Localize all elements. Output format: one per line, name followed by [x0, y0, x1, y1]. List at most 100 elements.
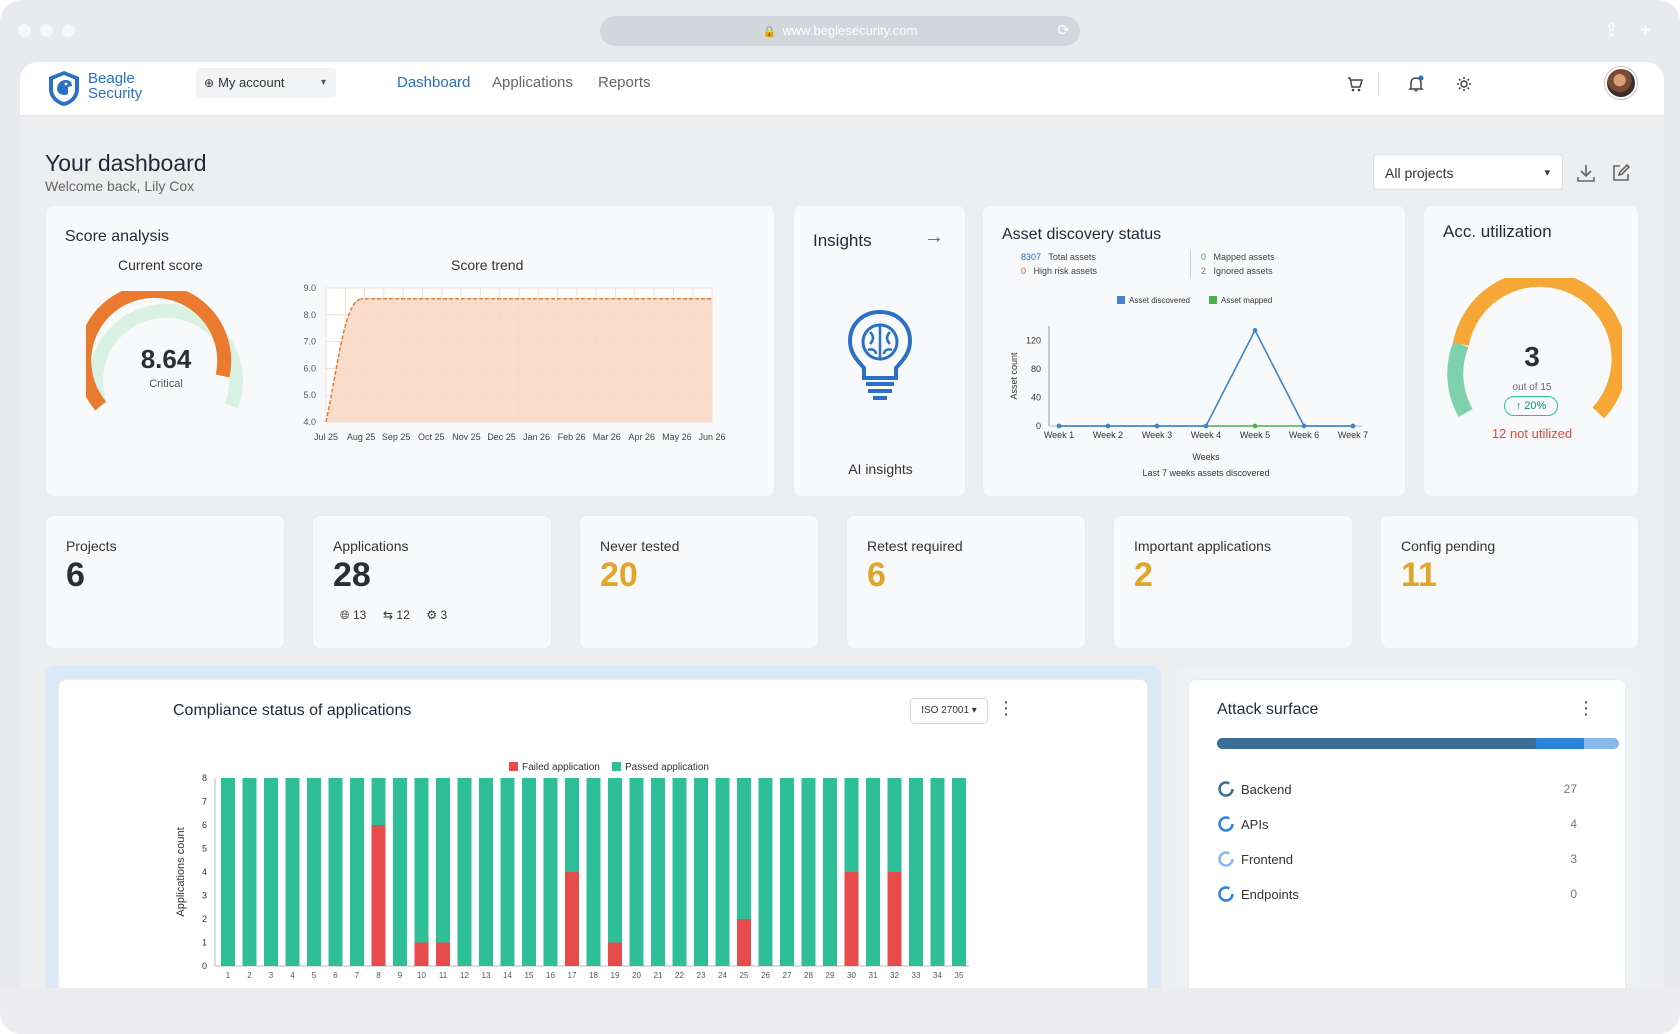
config-pending-stat-card[interactable]: Config pending 11 — [1380, 515, 1639, 649]
utilization-gauge — [1447, 278, 1622, 419]
applications-label: Applications — [333, 538, 409, 554]
bell-icon[interactable] — [1406, 74, 1426, 94]
retest-required-stat-card[interactable]: Retest required 6 — [846, 515, 1086, 649]
asset-point — [1350, 423, 1356, 429]
trend-y-tick: 4.0 — [303, 417, 316, 427]
globe-icon: 🌐︎ — [340, 608, 350, 622]
account-utilization-card: Acc. utilization 3 out of 15 ↑ 20% 12 no… — [1423, 205, 1639, 497]
edit-icon[interactable] — [1610, 162, 1632, 184]
asset-chart-title: Last 7 weeks assets discovered — [1142, 468, 1269, 478]
surface-item-name: Frontend — [1241, 852, 1294, 867]
settings-gear-icon[interactable] — [1454, 74, 1474, 94]
comp-x-tick: 10 — [417, 971, 426, 980]
surface-item-backend[interactable]: Backend 27 — [1217, 780, 1577, 800]
never-tested-stat-card[interactable]: Never tested 20 — [579, 515, 819, 649]
comp-bar-failed — [371, 825, 386, 966]
comp-bar-passed — [543, 778, 558, 966]
comp-bar-passed — [586, 778, 601, 966]
comp-y-tick: 3 — [202, 891, 207, 901]
cart-icon[interactable] — [1345, 74, 1365, 94]
asset-series-line-0 — [1059, 328, 1353, 427]
asset-point — [1056, 423, 1062, 429]
address-bar[interactable]: 🔒 www.beglesecurity.com ⟳ — [600, 16, 1080, 46]
comp-bar-passed — [651, 778, 665, 966]
comp-x-tick: 4 — [290, 971, 295, 980]
comp-x-tick: 19 — [611, 971, 620, 980]
ignored-value: 2 — [1201, 266, 1207, 276]
window-maximize-dot[interactable] — [62, 24, 75, 37]
trend-x-tick: Aug 25 — [347, 432, 376, 442]
asset-y-tick: 120 — [1026, 335, 1041, 345]
share-icon[interactable]: ⇪ — [1604, 20, 1620, 40]
attack-surface-more-icon[interactable]: ⋮ — [1577, 698, 1595, 718]
beagle-logo-icon[interactable] — [44, 68, 84, 108]
important-applications-stat-card[interactable]: Important applications 2 — [1113, 515, 1353, 649]
comp-bar-passed — [780, 778, 794, 966]
comp-bar-passed — [328, 778, 343, 966]
trend-y-tick: 8.0 — [303, 310, 316, 320]
comp-y-tick: 1 — [202, 938, 207, 948]
comp-x-tick: 18 — [589, 971, 598, 980]
comp-x-tick: 26 — [761, 971, 770, 980]
comp-x-tick: 11 — [439, 971, 448, 980]
mapped-stat: 0 Mapped assets — [1201, 252, 1275, 262]
utilization-out-of: out of 15 — [1512, 382, 1552, 393]
comp-bar-passed — [350, 778, 364, 966]
compliance-more-icon[interactable]: ⋮ — [997, 698, 1015, 718]
applications-breakdown: 🌐︎ 13 ⇆ 12 ⚙︎ 3 — [340, 608, 447, 623]
comp-y-tick: 4 — [202, 867, 207, 877]
comp-x-tick: 23 — [697, 971, 706, 980]
comp-bar-passed — [715, 778, 730, 966]
nav-applications[interactable]: Applications — [492, 74, 573, 91]
trend-x-tick: Nov 25 — [452, 432, 481, 442]
comp-x-tick: 24 — [718, 971, 727, 980]
comp-bar-passed — [522, 778, 536, 966]
surface-item-endpoints[interactable]: Endpoints 0 — [1217, 885, 1577, 905]
comp-x-tick: 6 — [333, 971, 338, 980]
compliance-standard-select[interactable]: ISO 27001 ▾ — [910, 698, 988, 724]
asset-x-tick: Week 4 — [1191, 430, 1221, 440]
applications-stat-card[interactable]: Applications 28 🌐︎ 13 ⇆ 12 ⚙︎ 3 — [312, 515, 552, 649]
trend-x-tick: Jun 26 — [698, 432, 725, 442]
important-applications-label: Important applications — [1134, 538, 1271, 554]
reload-icon[interactable]: ⟳ — [1057, 22, 1070, 39]
surface-item-frontend[interactable]: Frontend 3 — [1217, 850, 1577, 870]
legend-asset-mapped-label: Asset mapped — [1221, 296, 1272, 305]
nav-dashboard[interactable]: Dashboard — [397, 74, 471, 91]
window-close-dot[interactable] — [18, 24, 31, 37]
surface-item-count: 27 — [1563, 782, 1577, 796]
download-icon[interactable] — [1575, 162, 1597, 184]
asset-x-tick: Week 3 — [1142, 430, 1172, 440]
high-risk-stat: 0 High risk assets — [1021, 266, 1097, 276]
my-account-dropdown[interactable]: ⊕ My account ▾ — [196, 68, 336, 98]
trend-y-tick: 6.0 — [303, 363, 316, 373]
asset-x-axis-label: Weeks — [1192, 452, 1220, 462]
comp-bar-passed — [457, 778, 472, 966]
total-assets-stat: 8307 Total assets — [1021, 252, 1096, 262]
stat-divider — [1190, 250, 1191, 278]
comp-bar-passed — [758, 778, 773, 966]
top-navbar: Beagle Security ⊕ My account ▾ Dashboard … — [20, 62, 1664, 116]
project-filter-select[interactable]: All projects ▾ — [1373, 154, 1563, 190]
asset-point — [1154, 423, 1160, 429]
attack-surface-card: Attack surface ⋮ Backend 27 APIs 4 Front… — [1188, 679, 1626, 988]
projects-stat-card[interactable]: Projects 6 — [45, 515, 285, 649]
insights-card[interactable]: Insights → AI insights — [793, 205, 966, 497]
asset-x-tick: Week 1 — [1044, 430, 1074, 440]
surface-item-apis[interactable]: APIs 4 — [1217, 815, 1577, 835]
arrow-right-icon[interactable]: → — [924, 226, 944, 248]
user-avatar[interactable] — [1605, 67, 1637, 99]
nav-reports[interactable]: Reports — [598, 74, 651, 91]
comp-x-tick: 2 — [247, 971, 252, 980]
trend-x-tick: Mar 26 — [593, 432, 621, 442]
high-risk-value: 0 — [1021, 266, 1027, 276]
new-tab-icon[interactable]: + — [1640, 20, 1651, 40]
comp-bar-passed — [242, 778, 257, 966]
asset-point — [1252, 423, 1258, 429]
comp-bar-failed — [414, 942, 429, 966]
comp-bar-passed — [414, 778, 429, 943]
comp-x-tick: 7 — [355, 971, 360, 980]
nav-divider — [1378, 72, 1379, 96]
window-minimize-dot[interactable] — [40, 24, 53, 37]
